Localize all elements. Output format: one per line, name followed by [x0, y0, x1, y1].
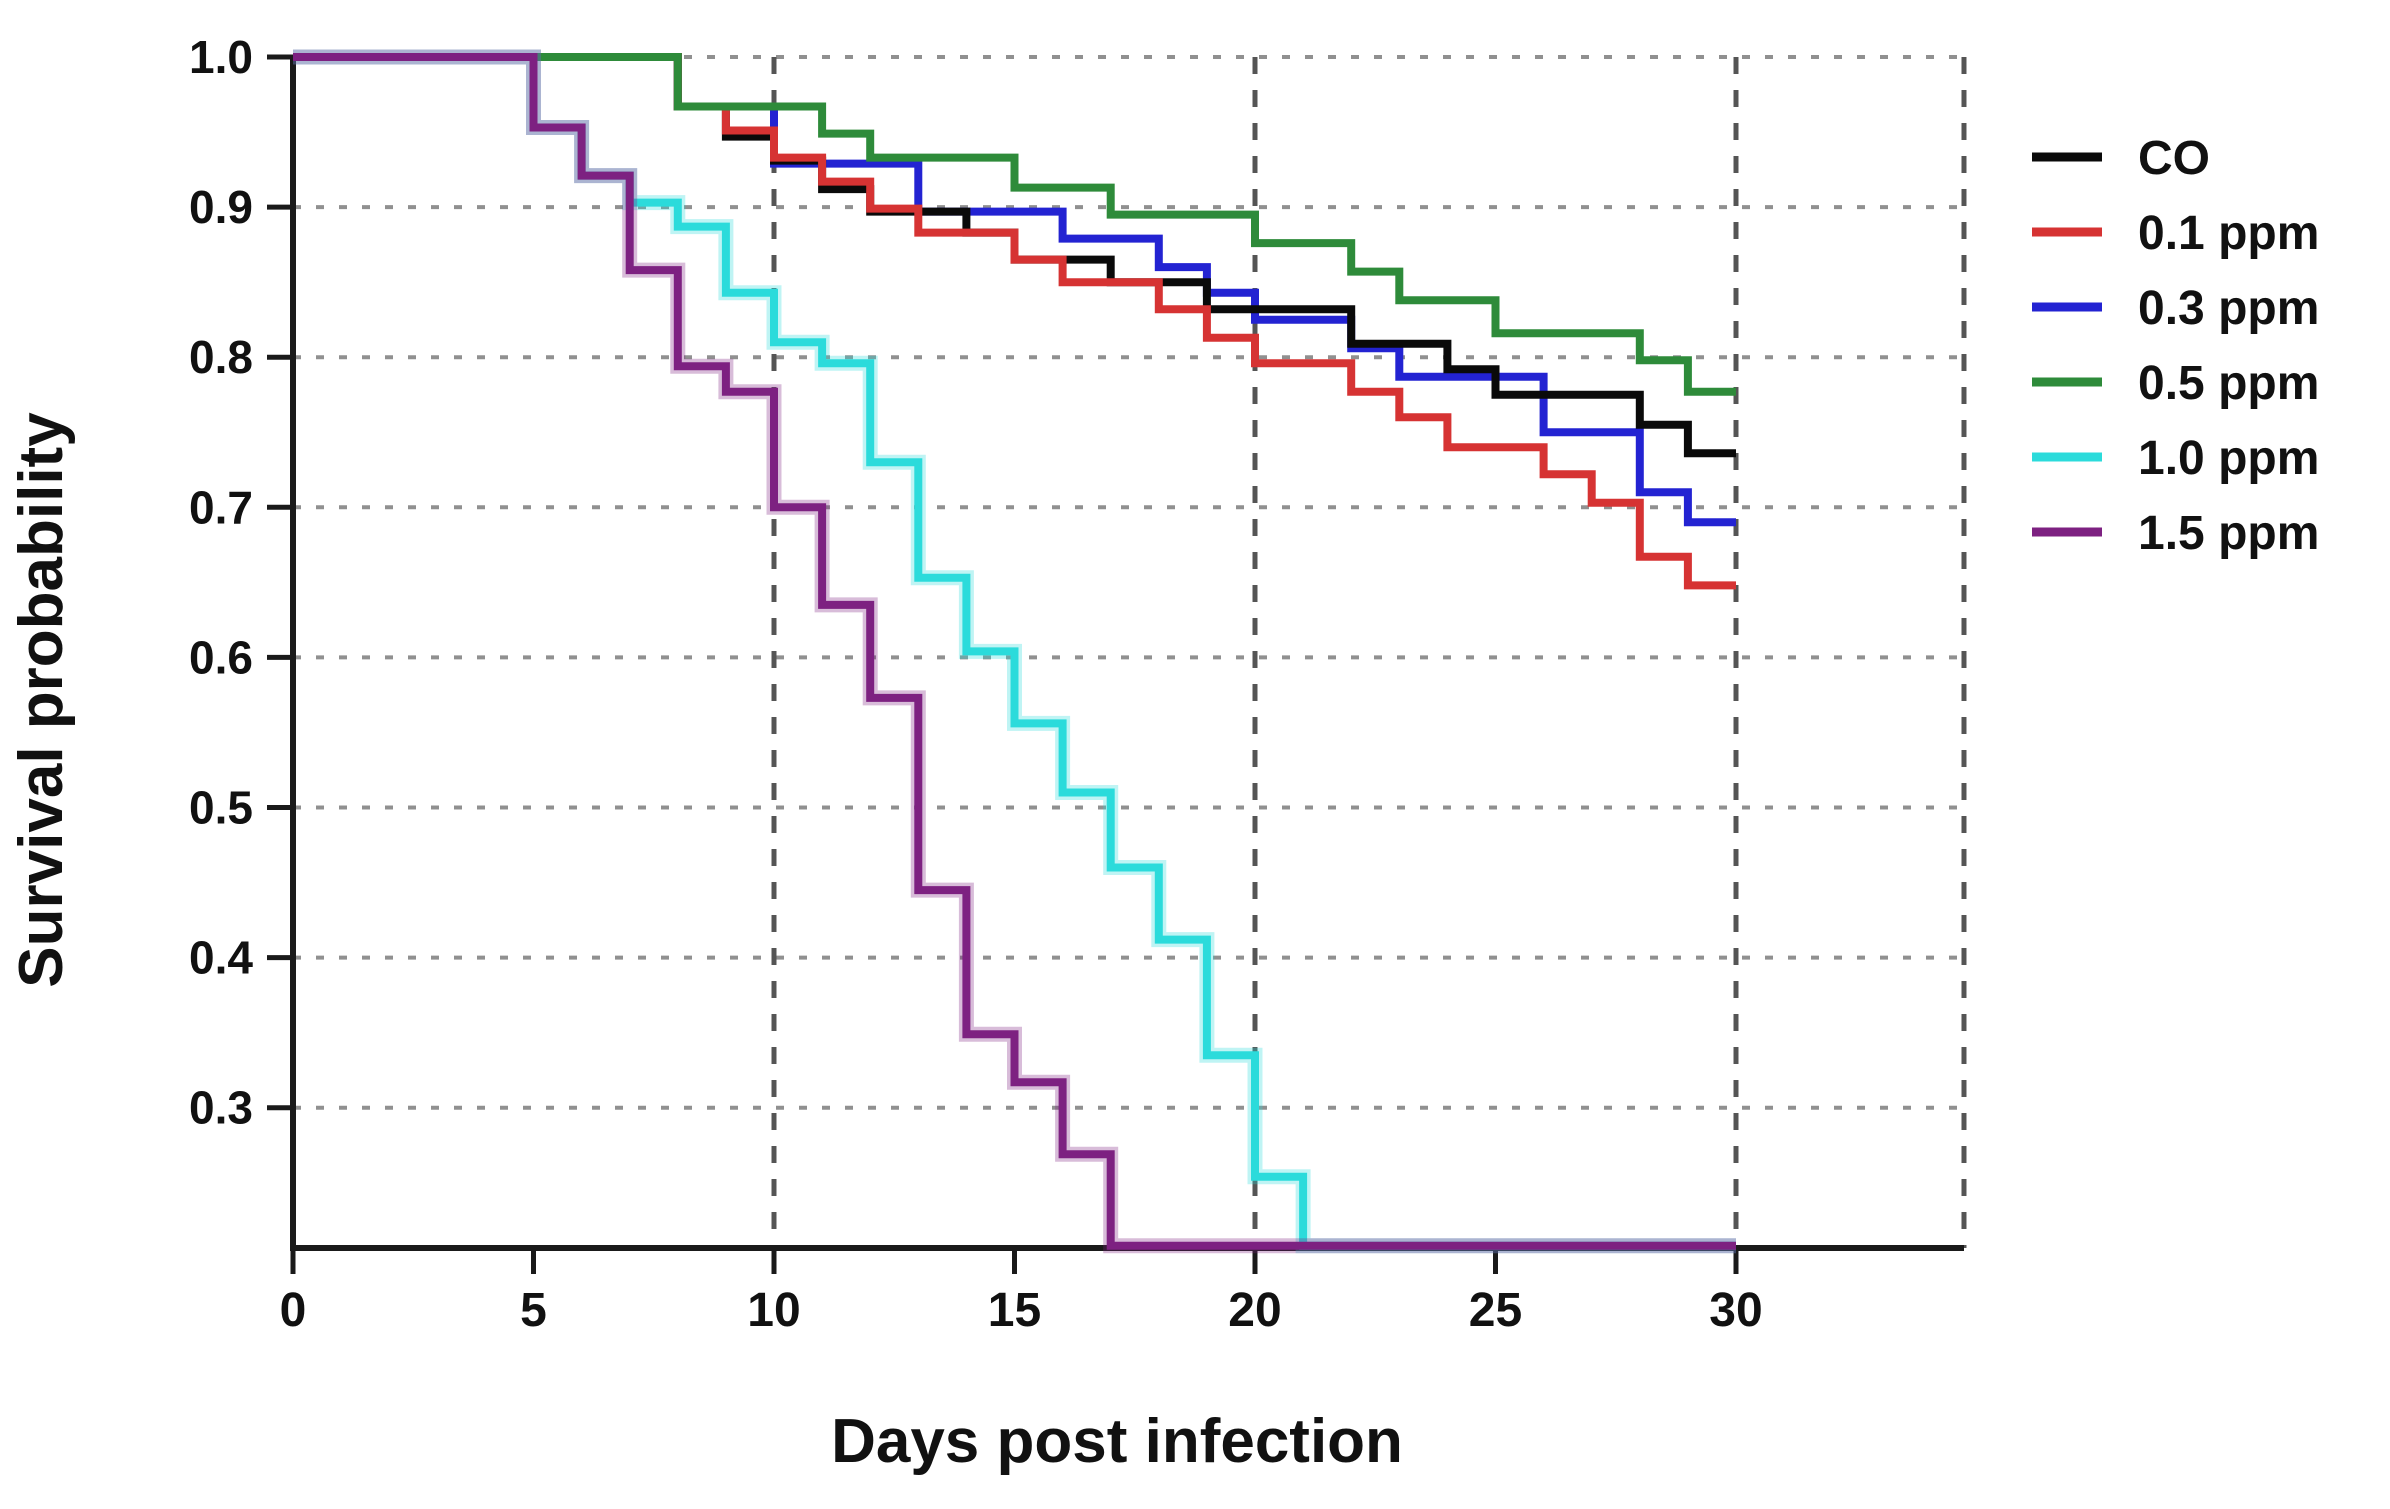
y-tick-label: 0.6 — [189, 631, 253, 683]
legend-label: CO — [2138, 132, 2210, 185]
series-line-0.5ppm — [293, 53, 1736, 396]
y-tick-label: 1.0 — [189, 31, 253, 83]
y-tick-label: 0.5 — [189, 782, 253, 834]
series-line-0.1ppm — [293, 53, 1736, 590]
series-line-0.3ppm — [293, 53, 1736, 527]
legend-label: 1.5 ppm — [2138, 507, 2319, 560]
y-axis-title: Survival probability — [7, 412, 76, 988]
legend-label: 0.5 ppm — [2138, 357, 2319, 410]
y-tick-label: 0.4 — [189, 932, 253, 984]
x-tick-label: 15 — [988, 1284, 1041, 1337]
legend-label: 0.3 ppm — [2138, 282, 2319, 335]
axes: 1.0 0.9 0.8 0.7 0.6 0.5 0.4 0.3 0 5 10 15 20 25 30 — [189, 31, 1964, 1337]
legend-label: 0.1 ppm — [2138, 207, 2319, 260]
y-tick-label: 0.8 — [189, 331, 253, 383]
x-tick-label: 10 — [747, 1284, 800, 1337]
y-tick-label: 0.3 — [189, 1082, 253, 1134]
legend-label: 1.0 ppm — [2138, 432, 2319, 485]
y-tick-label: 0.7 — [189, 481, 253, 533]
x-tick-label: 0 — [280, 1284, 307, 1337]
x-tick-label: 20 — [1228, 1284, 1281, 1337]
series-line-1.5ppm — [293, 53, 1736, 1250]
x-tick-label: 30 — [1709, 1284, 1762, 1337]
legend: CO 0.1 ppm 0.3 ppm 0.5 ppm 1.0 ppm 1.5 ppm — [2032, 132, 2319, 560]
x-tick-label: 25 — [1469, 1284, 1522, 1337]
series-lines — [293, 49, 1736, 1254]
x-axis-title: Days post infection — [831, 1407, 1403, 1476]
gridlines — [293, 55, 1967, 1248]
y-tick-label: 0.9 — [189, 181, 253, 233]
x-tick-label: 5 — [520, 1284, 547, 1337]
